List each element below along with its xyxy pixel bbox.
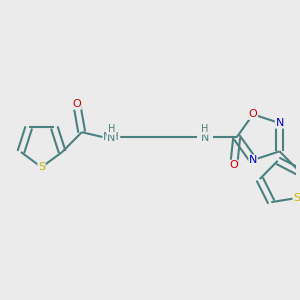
Text: H: H (201, 124, 209, 134)
Text: S: S (38, 162, 45, 172)
Text: O: O (249, 110, 257, 119)
Text: H: H (108, 124, 115, 134)
Text: N: N (107, 133, 116, 143)
Text: N: N (201, 133, 209, 143)
Text: NH: NH (103, 132, 120, 142)
Text: N: N (275, 118, 284, 128)
Text: O: O (230, 160, 238, 170)
Text: O: O (72, 99, 81, 109)
Text: N: N (249, 155, 257, 165)
Text: S: S (293, 193, 300, 203)
